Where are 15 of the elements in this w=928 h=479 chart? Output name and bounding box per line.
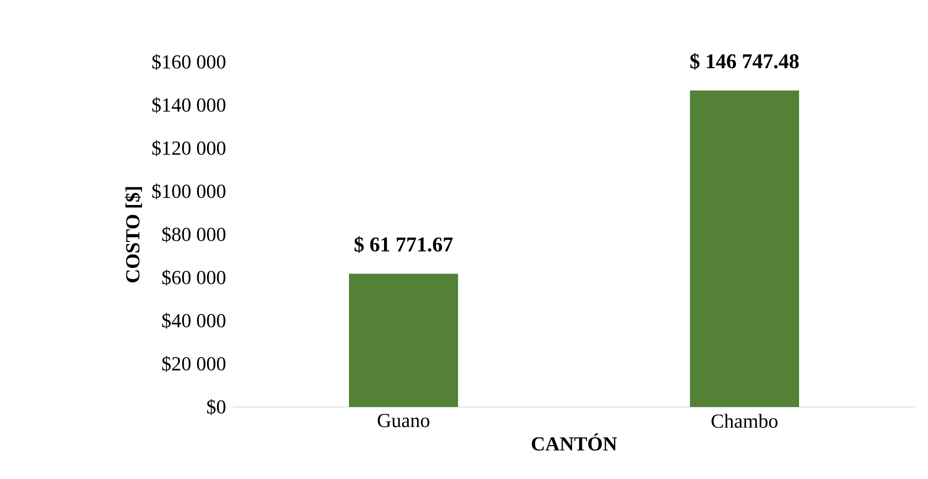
y-tick-label: $0: [207, 399, 226, 415]
y-tick-label: $20 000: [162, 356, 226, 372]
y-tick-label: $40 000: [162, 312, 226, 329]
x-axis-title: CANTÓN: [532, 433, 617, 451]
y-tick-label: $100 000: [152, 183, 226, 200]
y-tick-label: $60 000: [162, 270, 226, 286]
data-label: $ 61 771.67: [354, 236, 453, 253]
y-tick-label: $140 000: [152, 97, 226, 114]
x-tick-label: Chambo: [712, 414, 778, 428]
x-tick-label: Guano: [378, 414, 430, 428]
y-axis-title: COSTO [$]: [124, 187, 142, 282]
data-label: $ 146 747.48: [690, 52, 799, 70]
y-tick-label: $80 000: [162, 226, 226, 242]
y-tick-label: $160 000: [152, 54, 226, 70]
y-tick-label: $120 000: [152, 140, 226, 156]
